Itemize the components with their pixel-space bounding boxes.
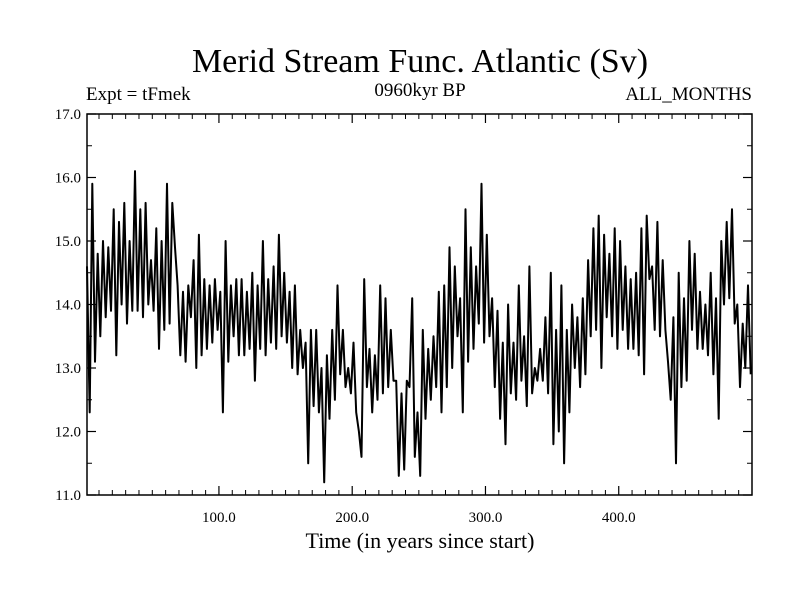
experiment-label: Expt = tFmek bbox=[86, 84, 191, 105]
x-axis-label: Time (in years since start) bbox=[306, 528, 535, 553]
chart-title: Merid Stream Func. Atlantic (Sv) bbox=[192, 43, 648, 80]
x-tick-label: 300.0 bbox=[469, 510, 503, 526]
y-tick-label: 17.0 bbox=[55, 107, 81, 123]
series-line bbox=[86, 170, 752, 484]
y-tick-label: 15.0 bbox=[55, 234, 81, 250]
months-label: ALL_MONTHS bbox=[625, 84, 752, 105]
y-tick-label: 14.0 bbox=[55, 298, 81, 314]
x-tick-label: 100.0 bbox=[202, 510, 236, 526]
y-tick-label: 13.0 bbox=[55, 361, 81, 377]
period-label: 0960kyr BP bbox=[374, 80, 465, 101]
y-tick-label: 12.0 bbox=[55, 425, 81, 441]
x-tick-label: 200.0 bbox=[335, 510, 369, 526]
x-tick-label: 400.0 bbox=[602, 510, 636, 526]
x-axis: 100.0 200.0 300.0 400.0 bbox=[98, 114, 740, 526]
y-tick-label: 11.0 bbox=[55, 488, 81, 504]
y-axis: 11.0 12.0 13.0 14.0 15.0 16.0 17.0 bbox=[55, 107, 752, 504]
plot-frame bbox=[86, 113, 753, 496]
y-tick-label: 16.0 bbox=[55, 171, 81, 187]
